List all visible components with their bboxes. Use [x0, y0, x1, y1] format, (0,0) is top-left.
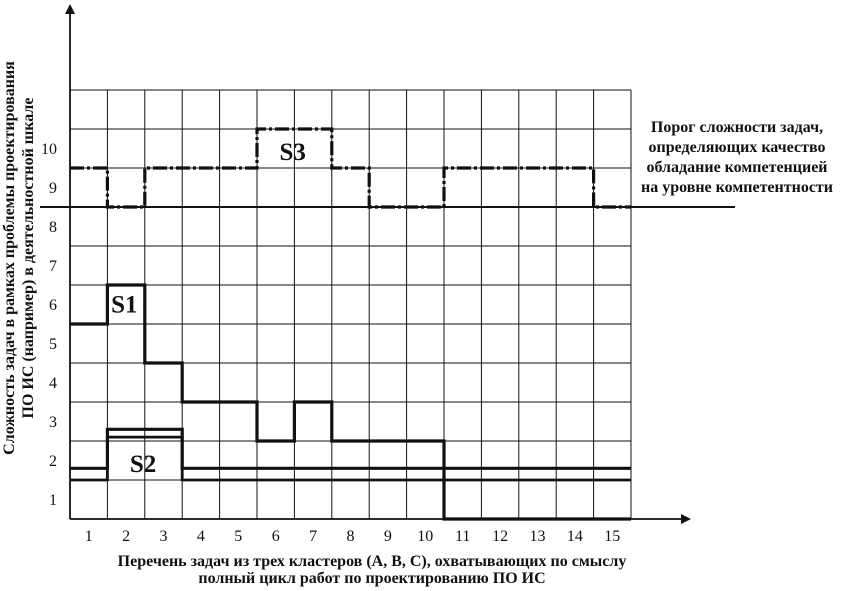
- y-tick-label-1: 1: [49, 492, 57, 509]
- series-s2-upper-line: [70, 427, 631, 470]
- series-label-s3: S3: [279, 139, 305, 166]
- x-tick-label-11: 11: [455, 528, 470, 545]
- x-tick-label-2: 2: [122, 528, 130, 545]
- series-s3-line: [70, 127, 631, 209]
- x-tick-label-4: 4: [197, 528, 205, 545]
- y-tick-label-10: 10: [41, 141, 57, 158]
- y-tick-label-8: 8: [49, 219, 57, 236]
- labels: S1 S2 S3 Перечень задач из трех кластеров (…: [1, 61, 833, 587]
- y-tick-label-2: 2: [49, 453, 57, 470]
- series-s1-line: [70, 283, 631, 521]
- y-tick-label-7: 7: [49, 258, 57, 275]
- threshold-label-line-2: определяющих качество: [649, 139, 826, 156]
- y-axis-label-line-2: ПО ИС (например) в деятельностной шкале: [20, 98, 37, 419]
- x-tick-label-7: 7: [309, 528, 317, 545]
- y-tick-label-9: 9: [49, 180, 57, 197]
- x-tick-label-15: 15: [604, 528, 620, 545]
- threshold-label-line-3: обладание компетенцией: [646, 159, 827, 176]
- x-tick-label-3: 3: [160, 528, 168, 545]
- x-tick-label-1: 1: [85, 528, 93, 545]
- threshold-label-line-4: на уровне компетентности: [641, 179, 833, 196]
- series-label-s2: S2: [130, 451, 156, 478]
- threshold-label-line-1: Порог сложности задач,: [651, 119, 823, 136]
- x-tick-label-5: 5: [234, 528, 242, 545]
- y-axis-label-line-1: Сложность задач в рамках проблемы проект…: [1, 61, 18, 455]
- series-s2-lower-line: [70, 435, 631, 482]
- x-tick-label-9: 9: [384, 528, 392, 545]
- series: [70, 127, 631, 521]
- y-tick-label-3: 3: [49, 414, 57, 431]
- y-tick-label-4: 4: [49, 375, 57, 392]
- y-tick-label-6: 6: [49, 297, 57, 314]
- x-tick-label-12: 12: [492, 528, 508, 545]
- x-tick-label-14: 14: [567, 528, 583, 545]
- x-tick-label-8: 8: [347, 528, 355, 545]
- y-tick-label-5: 5: [49, 336, 57, 353]
- x-axis-label-line-1: Перечень задач из трех кластеров (А, В, …: [118, 553, 627, 570]
- x-tick-label-13: 13: [530, 528, 546, 545]
- series-label-s1: S1: [111, 291, 137, 318]
- x-tick-label-6: 6: [272, 528, 280, 545]
- x-axis-label-line-2: полный цикл работ по проектированию ПО И…: [198, 570, 545, 587]
- x-tick-label-10: 10: [417, 528, 433, 545]
